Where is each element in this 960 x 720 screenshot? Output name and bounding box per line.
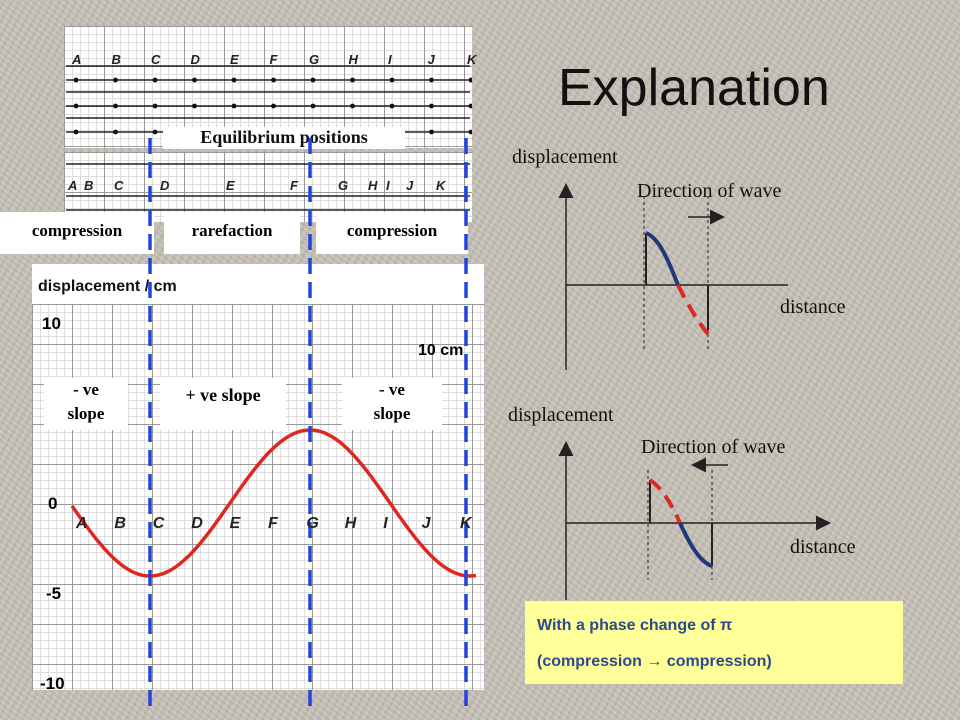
top-diagram-axes [558,183,788,370]
particle-letter: D [190,52,200,67]
particle-letter: B [111,52,121,67]
y-tick-0: 0 [48,494,58,513]
particle-letter: H [348,52,358,67]
particle-dot [429,103,434,109]
top-direction-label: Direction of wave [637,180,782,202]
displaced-particle-letter: B [84,178,94,193]
particle-dot [73,129,79,135]
particle-dot [152,103,158,109]
particle-dot [231,77,237,83]
displaced-particle-letter: K [436,178,446,193]
particle-letter: C [151,52,161,67]
bottom-red-dashed-curve [648,478,682,524]
displaced-particle-letter: I [386,178,390,193]
particle-dot [152,129,158,135]
region-label-compression-left: compression [0,212,154,254]
particle-letter: J [427,52,435,67]
particle-dot [73,103,79,109]
y-tick-minus-10: -10 [40,674,65,693]
slope-label-left: - ve slope [44,378,128,430]
displacement-graph-header [32,264,484,304]
equilibrium-letters: A B C D E F G H I J K [64,52,476,68]
top-red-dashed-curve [676,284,710,336]
particle-dot [192,77,197,83]
displaced-particle-letter: D [160,178,170,193]
displaced-particle-letter: H [368,178,378,193]
particle-dot [310,77,316,83]
region-label-compression-right: compression [316,212,468,254]
graph-ylabel: displacement / cm [38,278,177,295]
particle-dot [468,77,472,83]
slope-left-line2: slope [67,404,105,423]
y-tick-minus-5: -5 [46,584,62,603]
bottom-direction-label: Direction of wave [641,436,786,458]
bottom-diagram-axes [558,441,831,600]
particle-dot [113,77,118,83]
particle-dot [231,103,237,109]
top-distance-label: distance [780,296,846,318]
particle-dot [429,129,434,135]
slope-label-middle: + ve slope [160,378,286,430]
bottom-navy-curve [678,522,713,568]
particle-dot [350,77,355,83]
displaced-particle-letter: J [406,178,414,193]
bottom-displacement-label: displacement [508,404,614,426]
phase-note-line1: With a phase change of π [537,617,733,634]
particle-letter: I [388,52,392,67]
displaced-particle-letter: C [114,178,124,193]
displacement-graph [32,304,484,690]
particle-letter: E [230,52,239,67]
slide-title: Explanation [558,59,830,117]
particle-dot [468,129,472,135]
slope-right-line2: slope [373,404,411,423]
particle-dot [113,103,118,109]
slope-label-right: - ve slope [342,378,442,430]
phase-note-line2: (compression → compression) [537,653,772,670]
particle-dot [113,129,118,135]
phase-change-note: With a phase change of π (compression → … [525,601,903,684]
particle-dot [310,103,316,109]
top-displacement-label: displacement [512,146,618,168]
particle-dot [468,103,472,109]
particle-letter: K [467,52,477,67]
region-label-rarefaction: rarefaction [164,212,300,254]
particle-letter: G [309,52,320,67]
displaced-particle-letter: F [290,178,298,193]
equilibrium-label: Equilibrium positions [163,127,405,149]
particle-dot [152,77,158,83]
particle-dot [192,103,197,109]
particle-dot [350,103,355,109]
particle-dot [271,77,276,83]
particle-dot [389,77,395,83]
displaced-particles [66,163,470,211]
wavelength-label: 10 cm [418,342,464,359]
particle-dot [271,103,276,109]
slope-right-line1: - ve [379,380,405,399]
displaced-particle-letter: E [226,178,235,193]
slope-left-line1: - ve [73,380,99,399]
particle-dot [73,77,79,83]
particle-letter: F [269,52,278,67]
equilibrium-grid: A B C D E F G H I J K [64,26,476,148]
bottom-distance-label: distance [790,536,856,558]
particle-dot [389,103,395,109]
displaced-particle-letter: A [68,178,78,193]
top-navy-curve [645,231,680,286]
displaced-particle-letter: G [338,178,349,193]
particle-dot [429,77,434,83]
y-tick-10: 10 [42,314,61,333]
particle-letter: A [72,52,82,67]
